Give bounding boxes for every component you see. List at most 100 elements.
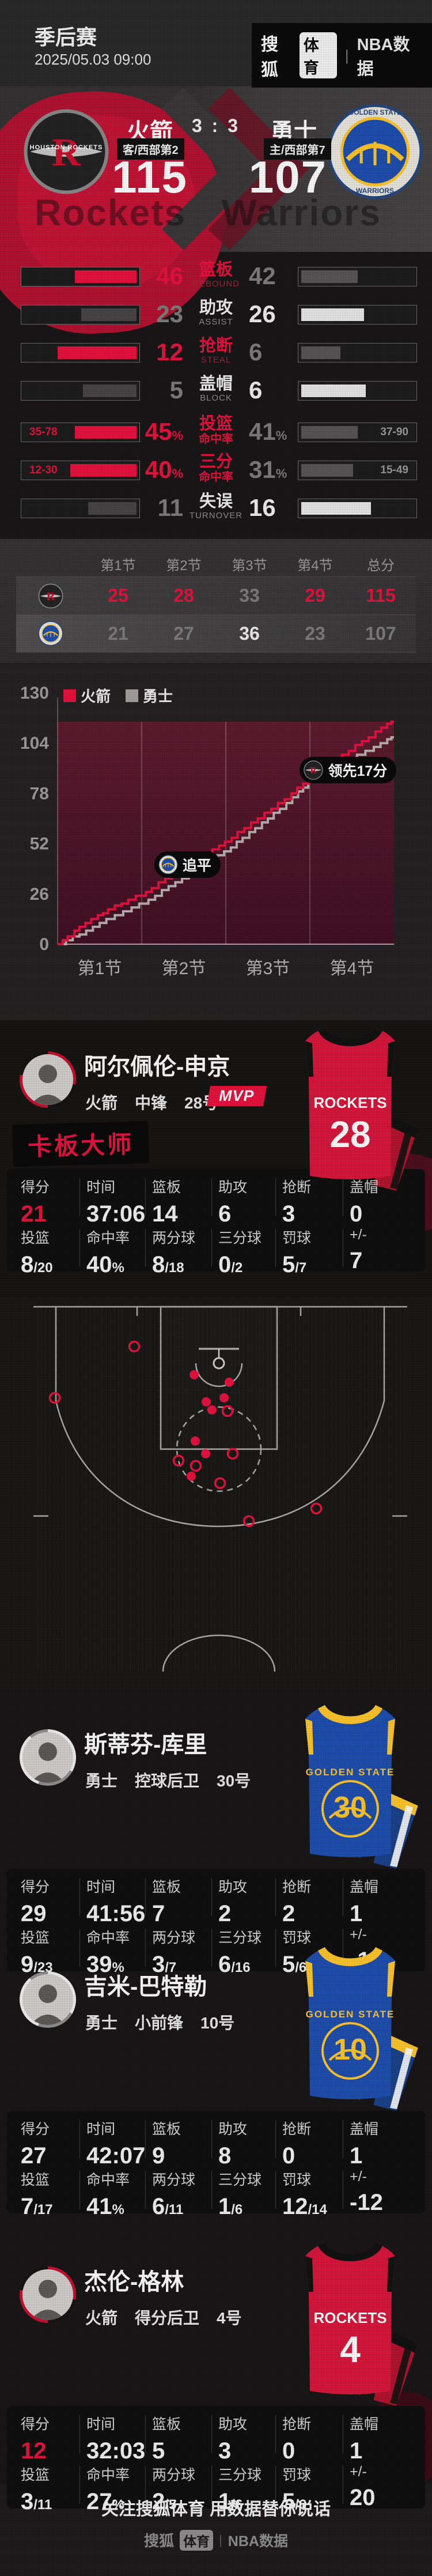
rockets-logo-icon: R (24, 109, 109, 194)
stat-cell-命中率: 命中率 39% (86, 1926, 151, 1978)
jersey-number: 10 (334, 2033, 367, 2066)
stat-cell-label: 抢断 (282, 1879, 312, 1895)
stat-cell-助攻: 助攻 8 (218, 2118, 283, 2169)
quarter-table-header: 第1节 第2节 第3节 第4节 总分 (16, 551, 416, 576)
stat-cell-三分球: 三分球 1/6 (218, 2168, 283, 2220)
stat-cell-value: 1/6 (218, 2489, 243, 2514)
player-team: 火箭 (85, 2309, 118, 2327)
stat-cell-时间: 时间 37:06 (86, 1176, 151, 1227)
stat-cell-value: 1 (350, 2438, 363, 2464)
player-info: 火箭 中锋 28号 (85, 1091, 218, 1114)
stat-cell-value: 2/5 (152, 2489, 177, 2514)
stat-cell-value: 3/7 (152, 1952, 177, 1977)
chart-badge-warriors: 追平 (154, 851, 221, 878)
player-title-tag: 卡板大师 (12, 1121, 149, 1167)
stat-cell-label: 两分球 (152, 1930, 196, 1946)
stat-cell-label: 命中率 (86, 2172, 130, 2188)
stat-cell-label: 三分球 (218, 2172, 262, 2188)
y-tick-label: 130 (20, 684, 49, 703)
quarter-score-cell: 107 (365, 623, 396, 644)
stat-cell-抢断: 抢断 0 (282, 2413, 347, 2464)
game-datetime: 2025/05.03 09:00 (35, 51, 151, 68)
stat-cell-value: 0 (282, 2143, 295, 2168)
stat-cell-抢断: 抢断 2 (282, 1876, 347, 1927)
team-stat-row: 12-30 40% 三分 命中率 31% 15-49 (0, 451, 432, 489)
score-trend-chart: 0 26 52 78 104 130 第1节 第2节 第3节 第4节 (20, 684, 394, 978)
stat-cell-命中率: 命中率 27% (86, 2464, 151, 2515)
stat-label-en: TURNOVER (189, 511, 243, 521)
stat-cell-value: 29 (21, 1901, 47, 1926)
jersey-graphic: ROCKETS 28 (305, 1027, 418, 1191)
jersey-graphic: ROCKETS 4 (305, 2242, 418, 2406)
stat-cell-value: 1 (350, 1901, 363, 1926)
sohu-sports-logo: 搜狐 体育 | NBA数据 (252, 23, 432, 88)
player-name: 杰伦-格林 (84, 2269, 184, 2295)
x-tick-label: 第4节 (330, 959, 374, 978)
player-title-text: 卡板大师 (27, 1130, 134, 1161)
player-position: 中锋 (135, 1094, 168, 1112)
player-photo (22, 1974, 73, 2025)
jersey-graphic: GOLDEN STATE 30 (305, 1705, 418, 1869)
footer-brand-divider: | (219, 2532, 222, 2547)
player-name: 吉米-巴特勒 (84, 1974, 207, 2000)
stat-cell-篮板: 篮板 14 (152, 1176, 217, 1227)
stat-cell-value: 0 (282, 2438, 295, 2464)
quarter-score-cell: 25 (108, 585, 128, 606)
stat-cell-label: 罚球 (282, 1930, 312, 1946)
warriors-stat-value: 31% (249, 456, 287, 483)
stat-cell-+/-: +/- -12 (350, 2168, 414, 2216)
stat-cell-value: 41:56 (86, 1901, 146, 1926)
stat-cell-value: 32:03 (86, 2438, 146, 2464)
stat-cell-value: 9 (152, 2143, 165, 2168)
quarter-table-background (0, 539, 432, 663)
player-name: 斯蒂芬-库里 (84, 1732, 207, 1757)
rockets-stat-bar (21, 267, 140, 286)
rockets-stat-bar (21, 499, 140, 518)
stat-cell-label: 得分 (21, 2416, 50, 2432)
player-team: 勇士 (85, 1772, 118, 1790)
rockets-stat-detail: 12-30 (29, 464, 58, 476)
stat-cell-value: 6/11 (152, 2194, 184, 2219)
player-avatar (20, 2266, 76, 2323)
stat-cell-label: 罚球 (282, 2172, 312, 2188)
stat-cell-label: 得分 (21, 1179, 50, 1195)
player-avatar (20, 1729, 76, 1786)
quarter-score-cell: 36 (239, 623, 260, 644)
stat-cell-得分: 得分 12 (21, 2413, 85, 2464)
team-stat-row: 35-78 45% 投篮 命中率 41% 37-90 (0, 413, 432, 451)
stat-cell-value: 5/6 (282, 1952, 307, 1977)
stat-cell-时间: 时间 32:03 (86, 2413, 151, 2464)
stat-cell-篮板: 篮板 7 (152, 1876, 217, 1927)
series-score: 3 : 3 (191, 115, 241, 136)
stat-cell-label: 篮板 (152, 2416, 181, 2432)
legend-rockets: 火箭 (63, 685, 111, 706)
chart-badge-text: 追平 (182, 858, 211, 874)
warriors-stat-value: 42 (249, 262, 276, 289)
stat-cell-value: 5 (152, 2438, 165, 2464)
player-info: 勇士 小前锋 10号 (85, 2011, 234, 2034)
stat-cell-label: 盖帽 (350, 1879, 379, 1895)
stat-cell-篮板: 篮板 9 (152, 2118, 217, 2169)
stat-cell-value: 7 (152, 1901, 165, 1926)
quarter-score-cell: 29 (305, 585, 325, 606)
stat-cell-label: 两分球 (152, 1230, 196, 1246)
legend-label-warriors: 勇士 (143, 688, 173, 705)
player-card-3: 杰伦-格林 火箭 得分后卫 4号 ROCKETS 4 得分 12 时间 32:0… (0, 2242, 432, 2535)
player-card-2: 吉米-巴特勒 勇士 小前锋 10号 GOLDEN STATE 10 得分 27 … (0, 1947, 432, 2240)
warriors-stat-bar (298, 305, 417, 325)
stat-cell-+/-: +/- 7 (350, 1227, 414, 1274)
stat-cell-label: 盖帽 (350, 1179, 379, 1195)
chevron-arrows-graphic (162, 87, 309, 251)
warriors-stat-value: 26 (249, 300, 276, 327)
y-tick-label: 0 (39, 935, 49, 954)
quarter-score-cell: 28 (173, 585, 194, 606)
stat-cell-盖帽: 盖帽 1 (350, 2118, 414, 2169)
stat-cell-label: +/- (350, 1926, 367, 1943)
stat-cell-得分: 得分 21 (21, 1176, 85, 1227)
stat-cell-value: 20 (350, 2485, 376, 2510)
stat-cell-label: 篮板 (152, 2121, 181, 2137)
player-position: 得分后卫 (135, 2309, 200, 2327)
shot-made (225, 1378, 234, 1387)
shot-missed (310, 1502, 323, 1515)
watermark-warriors: Warriors (222, 192, 381, 233)
